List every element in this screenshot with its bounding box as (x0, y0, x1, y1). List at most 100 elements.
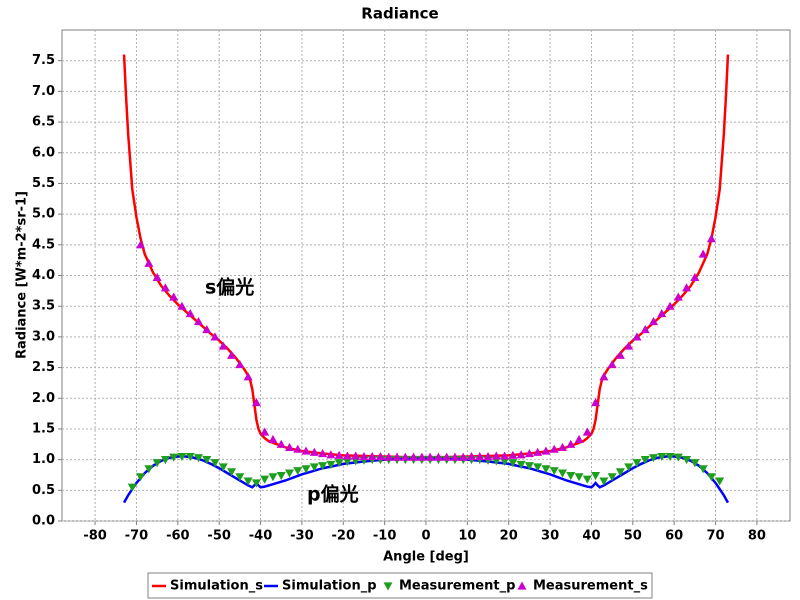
y-tick-label: 0.5 (32, 483, 55, 498)
data-point (251, 398, 261, 407)
x-tick-label: 70 (706, 529, 724, 544)
legend-swatch (517, 581, 527, 590)
x-tick-label: -30 (290, 529, 314, 544)
data-point (342, 451, 352, 460)
data-point (715, 477, 725, 486)
data-point (706, 234, 716, 243)
data-point (309, 463, 319, 472)
data-point (524, 448, 534, 458)
data-point (251, 479, 261, 488)
data-point (706, 473, 716, 482)
data-point (194, 317, 203, 326)
data-point (334, 459, 344, 468)
y-tick-label: 7.5 (32, 53, 55, 68)
data-point (318, 448, 328, 458)
data-point (293, 444, 303, 453)
data-point (326, 450, 336, 459)
data-point (657, 309, 667, 318)
data-point (285, 442, 294, 451)
data-point (558, 469, 567, 478)
data-point (152, 459, 162, 468)
data-point (359, 452, 369, 461)
data-point (582, 427, 592, 436)
data-point (615, 350, 625, 359)
data-point (665, 301, 675, 310)
data-point (450, 452, 460, 461)
data-point (243, 372, 253, 381)
data-point (442, 452, 452, 461)
data-point (235, 473, 245, 482)
x-tick-label: -40 (249, 529, 273, 544)
data-point (508, 459, 518, 468)
data-point (276, 471, 286, 481)
data-point (301, 446, 311, 455)
data-point (566, 439, 576, 448)
y-tick-label: 4.5 (32, 237, 55, 252)
chart-title: Radiance (361, 5, 438, 23)
data-point (607, 473, 617, 482)
y-tick-label: 0.0 (32, 514, 55, 529)
data-point (243, 477, 253, 486)
data-point (549, 467, 559, 476)
data-point (351, 451, 361, 460)
data-point (599, 477, 609, 486)
data-point (177, 301, 187, 310)
data-point (516, 450, 526, 459)
data-point (185, 452, 195, 462)
data-point (533, 447, 543, 456)
data-point (202, 456, 212, 465)
data-point (649, 317, 658, 326)
legend-label: Measurement_s (533, 579, 648, 594)
data-point (500, 457, 510, 466)
x-axis-label: Angle [deg] (383, 550, 469, 565)
y-tick-label: 3.5 (32, 299, 55, 314)
data-point (632, 332, 642, 341)
data-point (268, 434, 278, 443)
data-point (467, 452, 476, 461)
data-point (409, 452, 419, 461)
data-point (549, 444, 559, 453)
y-tick-label: 1.5 (32, 421, 55, 436)
data-point (673, 453, 683, 462)
data-point (227, 350, 237, 359)
x-tick-label: -60 (166, 529, 190, 544)
data-point (425, 452, 435, 461)
data-point (210, 459, 220, 468)
x-tick-label: 80 (748, 529, 766, 544)
data-point (169, 292, 179, 301)
x-tick-label: 10 (458, 529, 476, 544)
data-point (500, 451, 510, 460)
data-point (260, 427, 270, 436)
data-point (268, 473, 278, 482)
data-point (433, 452, 443, 461)
data-point (235, 359, 245, 369)
data-point (665, 452, 675, 462)
data-point (202, 325, 212, 334)
data-point (152, 272, 162, 281)
data-point (127, 483, 137, 492)
x-tick-label: -20 (332, 529, 356, 544)
data-point (624, 341, 634, 350)
data-point (615, 468, 625, 477)
data-point (682, 456, 692, 465)
data-point (516, 460, 526, 470)
data-point (260, 475, 270, 484)
data-point (417, 452, 427, 461)
data-point (367, 452, 377, 461)
data-point (483, 452, 493, 461)
data-point (160, 456, 170, 465)
data-point (690, 272, 700, 281)
data-point (293, 467, 303, 476)
legend-label: Simulation_s (170, 579, 263, 594)
data-point (136, 240, 146, 249)
data-point (218, 341, 228, 350)
data-point (624, 463, 634, 472)
x-tick-label: -10 (373, 529, 397, 544)
data-point (508, 450, 518, 459)
data-point (218, 463, 228, 472)
data-point (458, 452, 468, 461)
data-point (144, 258, 154, 267)
data-point (136, 473, 146, 482)
data-point (698, 249, 708, 258)
